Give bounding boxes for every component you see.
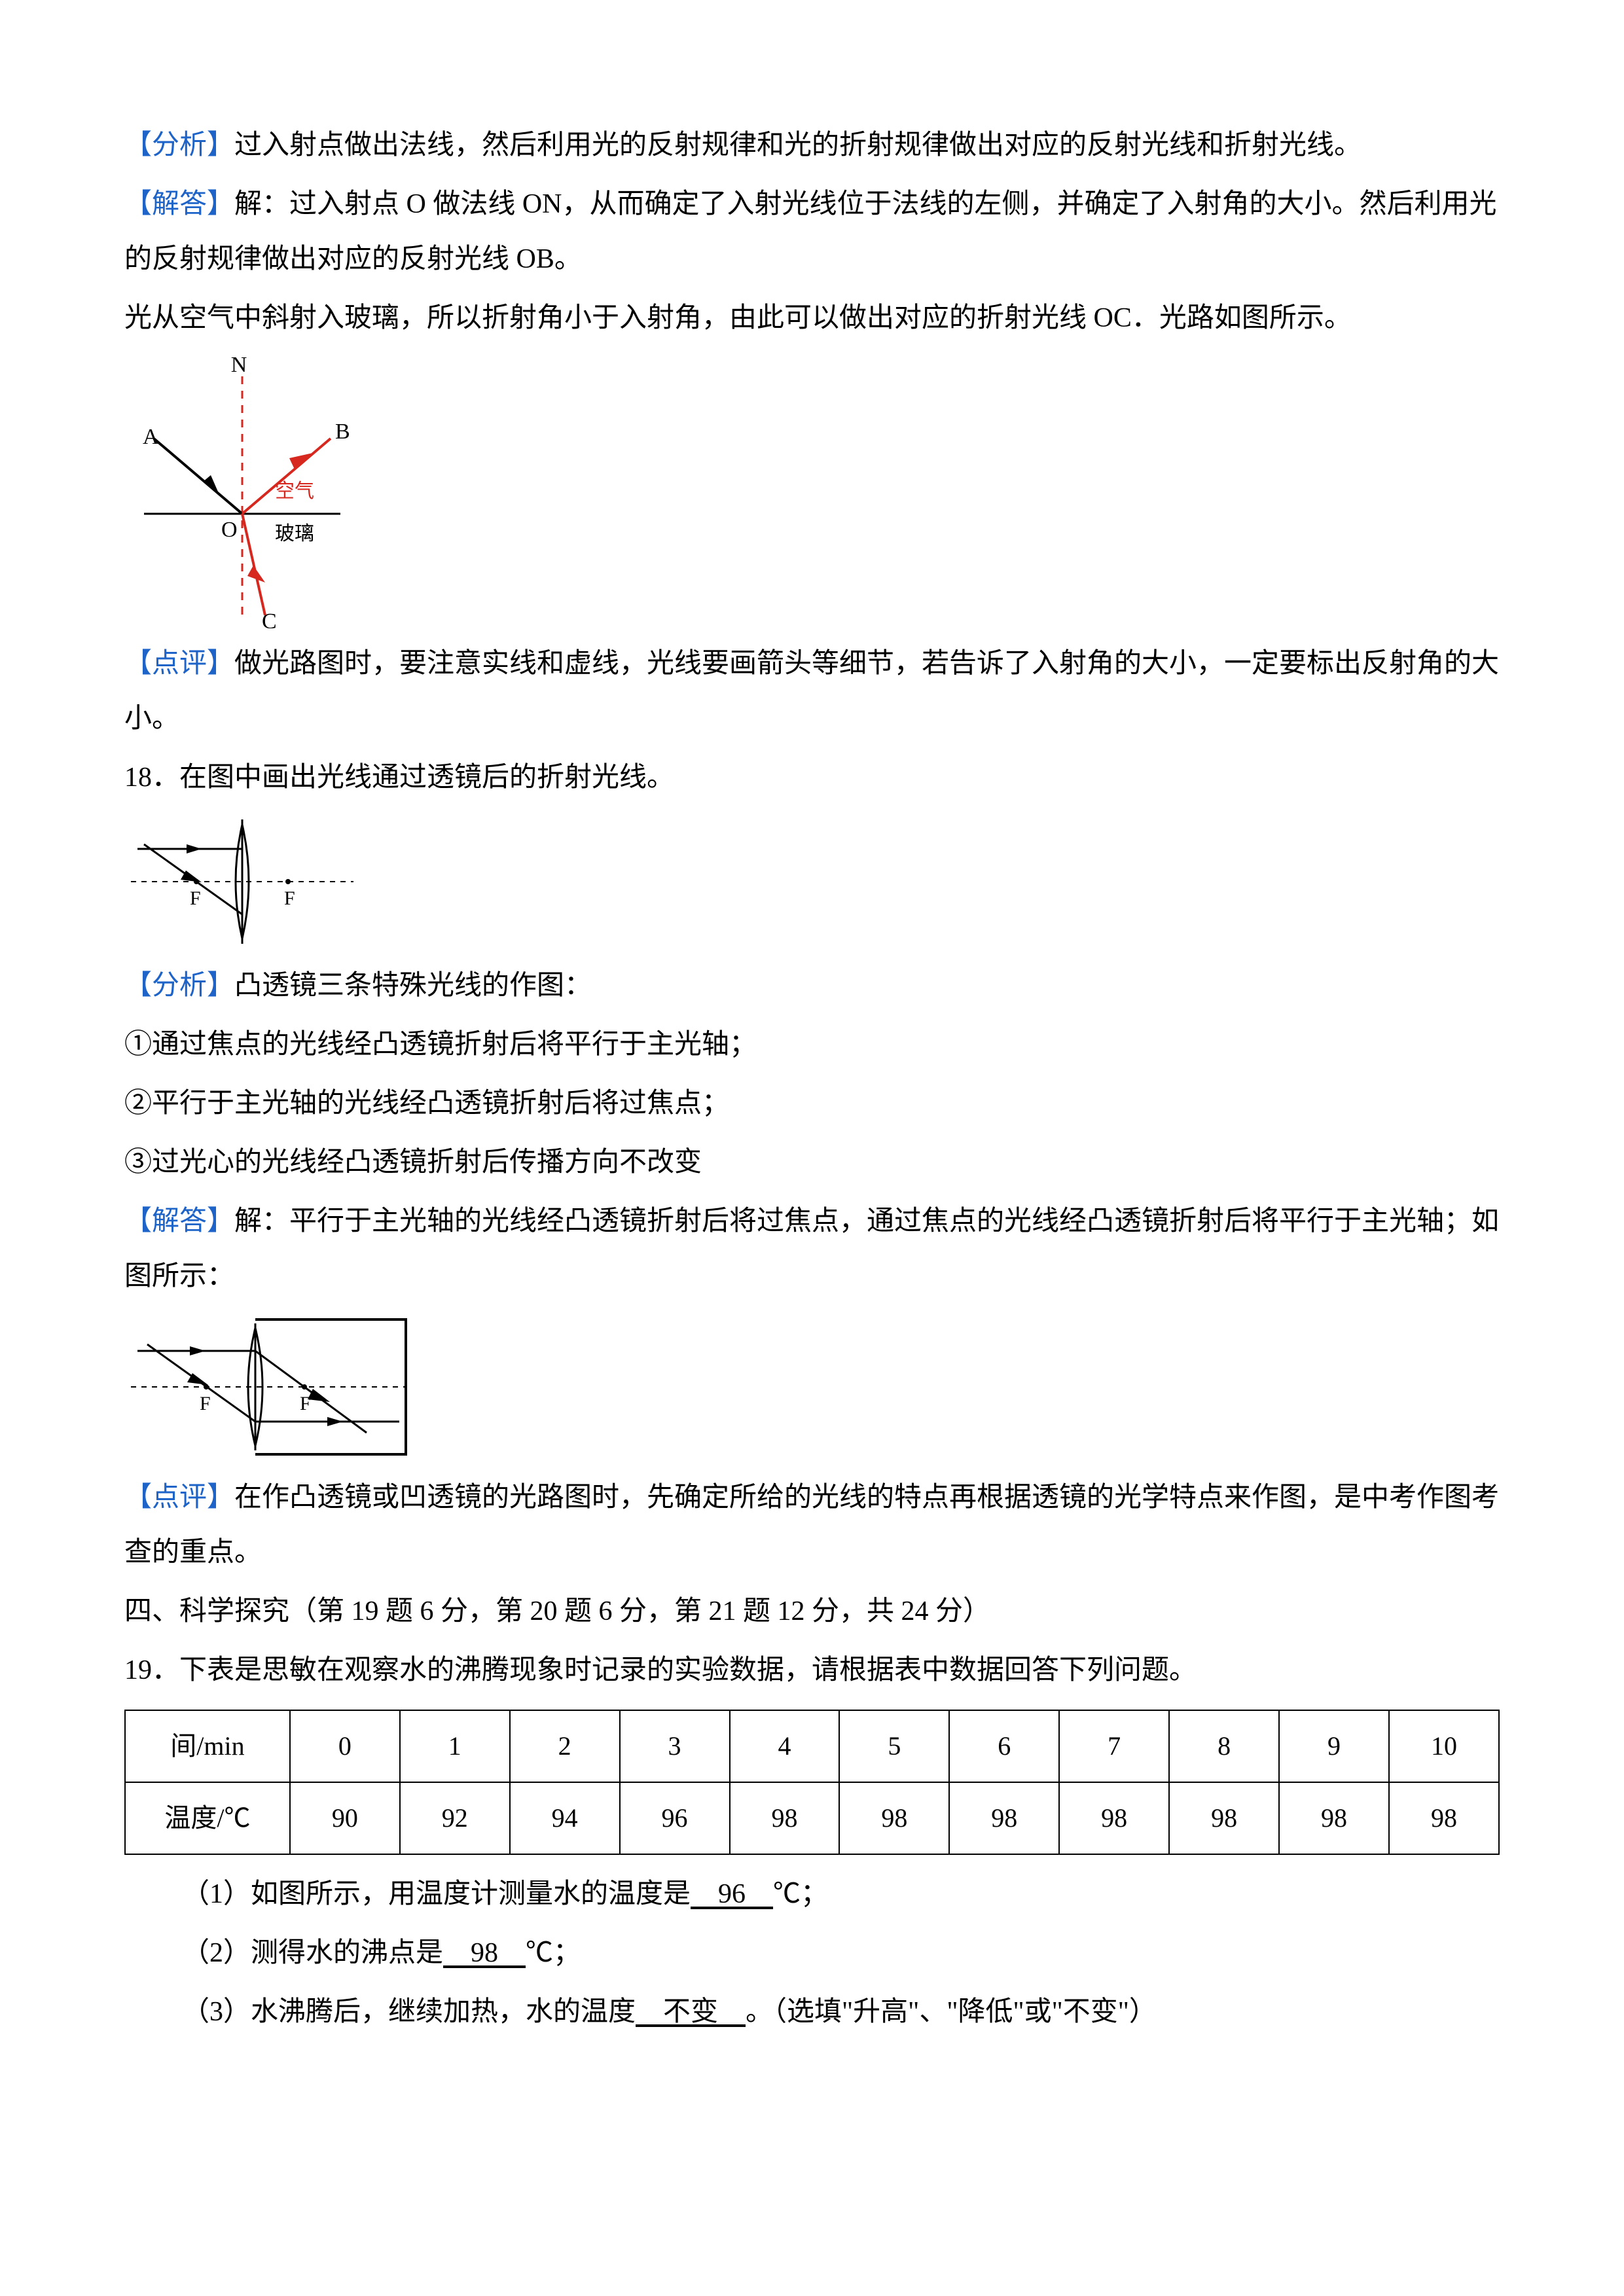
cell-temp-0: 90 <box>290 1782 400 1854</box>
tag-analysis: 【分析】 <box>124 130 234 160</box>
cell-temp-1: 92 <box>400 1782 510 1854</box>
answer-1: 【解答】解：过入射点 O 做法线 ON，从而确定了入射光线位于法线的左侧，并确定… <box>124 177 1500 287</box>
cell-temp-5: 98 <box>839 1782 949 1854</box>
section-4: 四、科学探究（第 19 题 6 分，第 20 题 6 分，第 21 题 12 分… <box>124 1584 1500 1639</box>
table-row: 温度/℃ 90 92 94 96 98 98 98 98 98 98 98 <box>125 1782 1499 1854</box>
tag-review: 【点评】 <box>124 649 234 679</box>
tag-answer-2: 【解答】 <box>124 1206 234 1236</box>
review-1: 【点评】做光路图时，要注意实线和虚线，光线要画箭头等细节，若告诉了入射角的大小，… <box>124 636 1500 746</box>
q19-1-ans: 96 <box>691 1879 773 1909</box>
label-B: B <box>335 420 350 444</box>
analysis-1-text: 过入射点做出法线，然后利用光的反射规律和光的折射规律做出对应的反射光线和折射光线… <box>234 130 1362 160</box>
cell-time-1: 1 <box>400 1710 510 1782</box>
diagram-lens-before: F F <box>124 813 1500 950</box>
analysis-2-li3: ③过光心的光线经凸透镜折射后传播方向不改变 <box>124 1135 1500 1190</box>
cell-temp-8: 98 <box>1169 1782 1279 1854</box>
tag-answer: 【解答】 <box>124 189 234 219</box>
question-19-text: 19．下表是思敏在观察水的沸腾现象时记录的实验数据，请根据表中数据回答下列问题。 <box>124 1655 1197 1685</box>
label-C: C <box>262 609 277 628</box>
li3-text: ③过光心的光线经凸透镜折射后传播方向不改变 <box>124 1147 702 1177</box>
q19-1-pre: （1）如图所示，用温度计测量水的温度是 <box>182 1879 691 1909</box>
label-F-left-2: F <box>200 1393 211 1414</box>
row-header-temp: 温度/℃ <box>125 1782 290 1854</box>
analysis-2-text: 凸透镜三条特殊光线的作图： <box>234 971 592 1001</box>
analysis-2-li2: ②平行于主光轴的光线经凸透镜折射后将过焦点； <box>124 1076 1500 1131</box>
label-N: N <box>231 353 247 377</box>
review-1-text: 做光路图时，要注意实线和虚线，光线要画箭头等细节，若告诉了入射角的大小，一定要标… <box>124 649 1499 734</box>
cell-time-9: 9 <box>1279 1710 1389 1782</box>
cell-temp-3: 96 <box>620 1782 730 1854</box>
cell-temp-10: 98 <box>1389 1782 1499 1854</box>
question-18: 18．在图中画出光线通过透镜后的折射光线。 <box>124 750 1500 805</box>
diagram-reflection-refraction: N A B O C 空气 玻璃 <box>124 353 1500 628</box>
cell-time-0: 0 <box>290 1710 400 1782</box>
li1-text: ①通过焦点的光线经凸透镜折射后将平行于主光轴； <box>124 1030 757 1060</box>
cell-time-6: 6 <box>949 1710 1059 1782</box>
para-3-text: 光从空气中斜射入玻璃，所以折射角小于入射角，由此可以做出对应的折射光线 OC．光… <box>124 303 1352 333</box>
boiling-data-table: 间/min 0 1 2 3 4 5 6 7 8 9 10 温度/℃ 90 92 … <box>124 1710 1500 1855</box>
review-2: 【点评】在作凸透镜或凹透镜的光路图时，先确定所给的光线的特点再根据透镜的光学特点… <box>124 1470 1500 1580</box>
cell-temp-4: 98 <box>730 1782 840 1854</box>
cell-time-5: 5 <box>839 1710 949 1782</box>
cell-time-3: 3 <box>620 1710 730 1782</box>
label-glass: 玻璃 <box>275 523 314 545</box>
label-A: A <box>143 425 159 449</box>
para-3: 光从空气中斜射入玻璃，所以折射角小于入射角，由此可以做出对应的折射光线 OC．光… <box>124 291 1500 346</box>
label-O: O <box>221 518 238 542</box>
label-air: 空气 <box>275 480 314 502</box>
q19-1-post: ℃； <box>773 1879 828 1909</box>
cell-temp-7: 98 <box>1059 1782 1169 1854</box>
tag-analysis-2: 【分析】 <box>124 971 234 1001</box>
section-4-text: 四、科学探究（第 19 题 6 分，第 20 题 6 分，第 21 题 12 分… <box>124 1596 990 1626</box>
q19-3-pre: （3）水沸腾后，继续加热，水的温度 <box>182 1997 636 2027</box>
q19-sub1: （1）如图所示，用温度计测量水的温度是 96 ℃； <box>124 1867 1500 1922</box>
answer-2-text: 解：平行于主光轴的光线经凸透镜折射后将过焦点，通过焦点的光线经凸透镜折射后将平行… <box>124 1206 1499 1291</box>
q19-sub3: （3）水沸腾后，继续加热，水的温度 不变 。（选填"升高"、"降低"或"不变"） <box>124 1984 1500 2039</box>
diagram-lens-after: F F <box>124 1312 1500 1462</box>
row-header-time: 间/min <box>125 1710 290 1782</box>
q19-3-ans: 不变 <box>636 1997 746 2027</box>
q19-3-post: 。（选填"升高"、"降低"或"不变"） <box>746 1997 1157 2027</box>
label-F-left: F <box>190 888 201 909</box>
answer-1-text: 解：过入射点 O 做法线 ON，从而确定了入射光线位于法线的左侧，并确定了入射角… <box>124 189 1497 274</box>
cell-time-2: 2 <box>510 1710 620 1782</box>
analysis-2-li1: ①通过焦点的光线经凸透镜折射后将平行于主光轴； <box>124 1017 1500 1072</box>
analysis-1: 【分析】过入射点做出法线，然后利用光的反射规律和光的折射规律做出对应的反射光线和… <box>124 118 1500 173</box>
q19-2-post: ℃； <box>526 1938 581 1968</box>
review-2-text: 在作凸透镜或凹透镜的光路图时，先确定所给的光线的特点再根据透镜的光学特点来作图，… <box>124 1482 1499 1568</box>
question-19: 19．下表是思敏在观察水的沸腾现象时记录的实验数据，请根据表中数据回答下列问题。 <box>124 1643 1500 1698</box>
table-row: 间/min 0 1 2 3 4 5 6 7 8 9 10 <box>125 1710 1499 1782</box>
analysis-2: 【分析】凸透镜三条特殊光线的作图： <box>124 958 1500 1013</box>
cell-time-10: 10 <box>1389 1710 1499 1782</box>
cell-temp-2: 94 <box>510 1782 620 1854</box>
q19-sub2: （2）测得水的沸点是 98 ℃； <box>124 1926 1500 1981</box>
cell-temp-9: 98 <box>1279 1782 1389 1854</box>
question-18-text: 18．在图中画出光线通过透镜后的折射光线。 <box>124 762 674 793</box>
answer-2: 【解答】解：平行于主光轴的光线经凸透镜折射后将过焦点，通过焦点的光线经凸透镜折射… <box>124 1194 1500 1304</box>
label-F-right-2: F <box>300 1393 311 1414</box>
cell-temp-6: 98 <box>949 1782 1059 1854</box>
q19-2-pre: （2）测得水的沸点是 <box>182 1938 443 1968</box>
li2-text: ②平行于主光轴的光线经凸透镜折射后将过焦点； <box>124 1088 729 1119</box>
cell-time-4: 4 <box>730 1710 840 1782</box>
tag-review-2: 【点评】 <box>124 1482 234 1513</box>
q19-2-ans: 98 <box>443 1938 526 1968</box>
label-F-right: F <box>284 888 295 909</box>
cell-time-8: 8 <box>1169 1710 1279 1782</box>
cell-time-7: 7 <box>1059 1710 1169 1782</box>
